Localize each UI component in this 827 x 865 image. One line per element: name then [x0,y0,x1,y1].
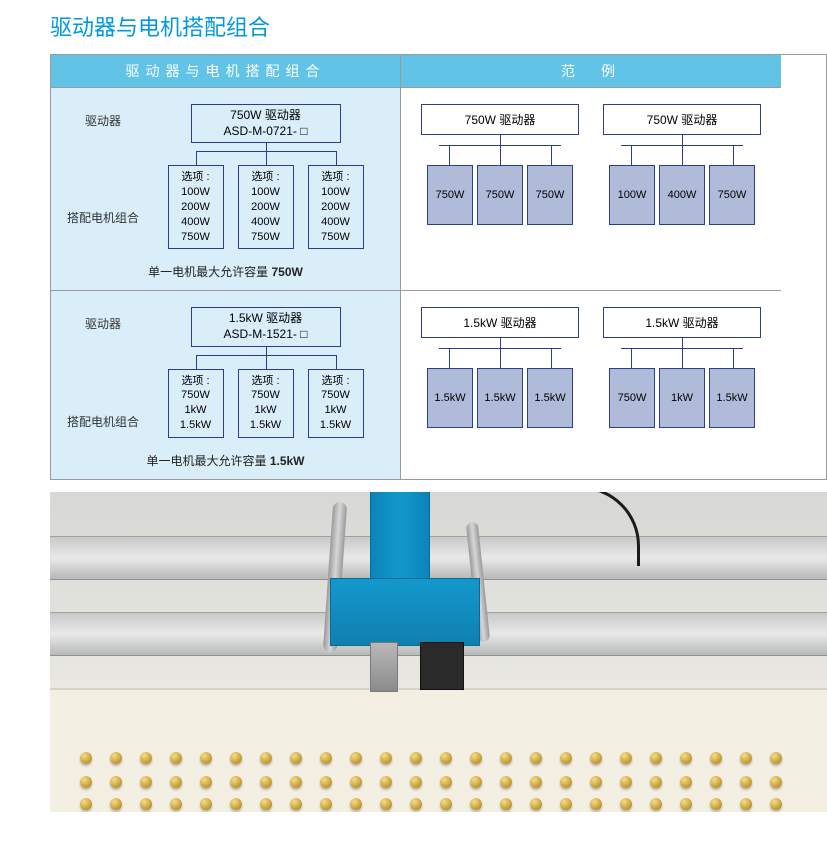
example-motor-box: 750W [709,165,755,225]
example-driver-box: 1.5kW 驱动器 [421,307,579,338]
example-motor-box: 1.5kW [477,368,523,428]
section-title: 驱动器与电机搭配组合 [50,10,827,42]
example-driver-box: 750W 驱动器 [603,104,761,135]
driver-box: 1.5kW 驱动器ASD-M-1521- □ [191,307,341,346]
label-motor-combo: 搭配电机组合 [63,165,143,226]
example-motor-box: 1.5kW [709,368,755,428]
peg-row [80,752,800,764]
example-group: 1.5kW 驱动器1.5kW1.5kW1.5kW [421,307,579,428]
example-motor-box: 100W [609,165,655,225]
option-box: 选项 :100W200W400W750W [168,165,224,249]
config-cell: 驱动器1.5kW 驱动器ASD-M-1521- □搭配电机组合选项 :750W1… [51,291,401,479]
robot-arm [220,492,500,692]
example-motor-box: 750W [477,165,523,225]
product-photo [50,492,827,812]
example-group: 750W 驱动器750W750W750W [421,104,579,225]
option-box: 选项 :100W200W400W750W [238,165,294,249]
example-motor-box: 400W [659,165,705,225]
option-box: 选项 :750W1kW1.5kW [308,369,364,438]
option-box: 选项 :750W1kW1.5kW [238,369,294,438]
example-motor-box: 750W [427,165,473,225]
combo-table: 驱动器与电机搭配组合 范 例 驱动器 750W 驱动器ASD-M-0721- □ 搭… [50,54,827,480]
example-motor-box: 1kW [659,368,705,428]
option-box: 选项 :100W200W400W750W [308,165,364,249]
example-group: 750W 驱动器 100W400W750W [603,104,761,225]
example-driver-box: 1.5kW 驱动器 [603,307,761,338]
example-motor-box: 1.5kW [527,368,573,428]
example-group: 1.5kW 驱动器 750W1kW1.5kW [603,307,761,428]
option-box: 选项 :750W1kW1.5kW [168,369,224,438]
example-motor-box: 750W [609,368,655,428]
example-motor-box: 1.5kW [427,368,473,428]
header-left: 驱动器与电机搭配组合 [51,55,401,88]
driver-box: 750W 驱动器ASD-M-0721- □ [191,104,341,143]
label-motor-combo: 搭配电机组合 [63,369,143,430]
example-driver-box: 750W 驱动器 [421,104,579,135]
example-motor-box: 750W [527,165,573,225]
example-cell: 750W 驱动器750W750W750W750W 驱动器100W400W750W [401,88,781,291]
max-capacity-line: 单一电机最大允许容量 750W [63,263,388,280]
max-capacity-line: 单一电机最大允许容量 1.5kW [63,452,388,469]
config-cell: 驱动器750W 驱动器ASD-M-0721- □搭配电机组合选项 :100W20… [51,88,401,291]
peg-row [80,798,800,810]
label-driver: 驱动器 [63,104,143,129]
example-cell: 1.5kW 驱动器1.5kW1.5kW1.5kW1.5kW 驱动器750W1kW… [401,291,781,479]
label-driver: 驱动器 [63,307,143,332]
header-right: 范 例 [401,55,781,88]
peg-row [80,776,800,788]
